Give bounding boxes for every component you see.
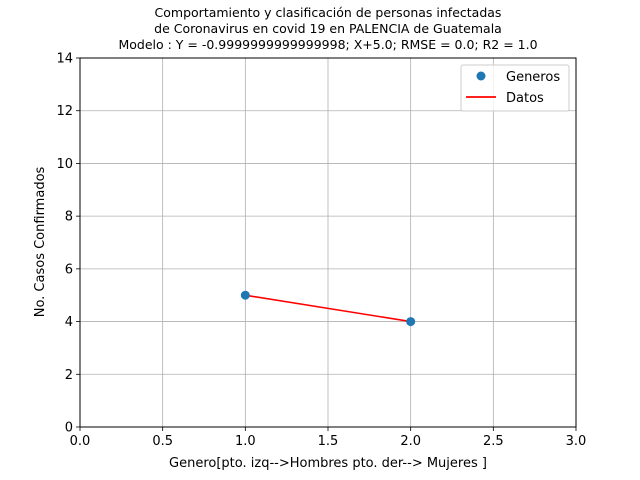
- x-tick-label: 2.0: [400, 434, 421, 449]
- y-tick-label: 12: [56, 104, 73, 119]
- series-line-datos: [245, 294, 411, 323]
- x-tick-label: 3.0: [566, 434, 587, 449]
- plot-marks: [240, 290, 416, 327]
- x-tick-label: 0.5: [152, 434, 173, 449]
- legend-frame: [460, 64, 570, 112]
- x-axis-ticks: 0.0 0.5 1.0 1.5 2.0 2.5 3.0: [70, 427, 587, 449]
- chart-title-line-3: Modelo : Y = -0.9999999999999998; X+5.0;…: [118, 37, 537, 52]
- x-tick-label: 2.5: [483, 434, 504, 449]
- legend: Generos Datos: [460, 64, 570, 112]
- legend-marker-generos: [476, 71, 486, 81]
- scatter-point-generos: [406, 317, 416, 327]
- chart-title-line-2: de Coronavirus en covid 19 en PALENCIA d…: [154, 21, 502, 36]
- x-tick-label: 1.0: [235, 434, 256, 449]
- x-tick-label: 0.0: [70, 434, 91, 449]
- y-tick-label: 8: [65, 210, 73, 225]
- legend-label-datos: Datos: [506, 91, 544, 106]
- y-tick-label: 2: [65, 368, 73, 383]
- x-tick-label: 1.5: [318, 434, 339, 449]
- y-tick-label: 14: [56, 52, 73, 67]
- y-tick-label: 4: [65, 315, 73, 330]
- y-tick-label: 10: [56, 157, 73, 172]
- y-axis-ticks: 0 2 4 6 8 10 12 14: [56, 52, 80, 436]
- chart-title-line-1: Comportamiento y clasificación de person…: [155, 5, 502, 20]
- y-axis-label: No. Casos Confirmados: [33, 166, 48, 317]
- legend-label-generos: Generos: [506, 70, 560, 85]
- x-axis-label: Genero[pto. izq-->Hombres pto. der--> Mu…: [169, 456, 487, 471]
- y-tick-label: 0: [65, 421, 73, 436]
- scatter-point-generos: [240, 290, 250, 300]
- y-tick-label: 6: [65, 262, 73, 277]
